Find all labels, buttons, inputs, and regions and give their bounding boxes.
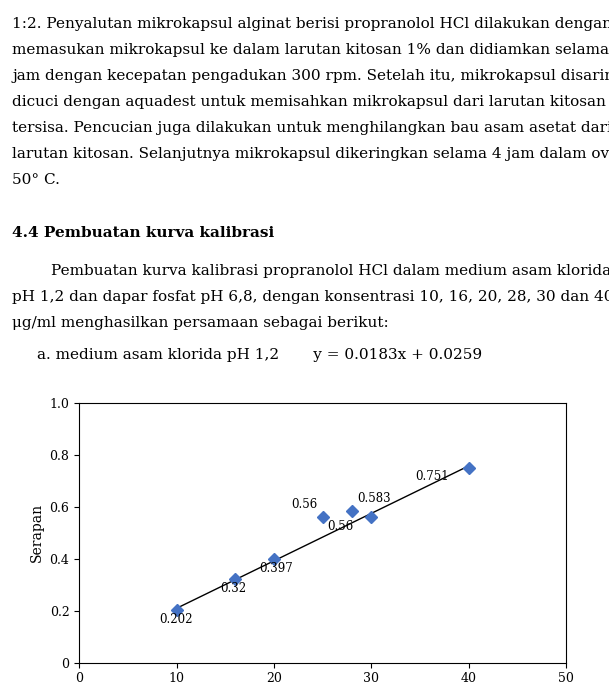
Text: memasukan mikrokapsul ke dalam larutan kitosan 1% dan didiamkan selama 2: memasukan mikrokapsul ke dalam larutan k… bbox=[12, 43, 609, 57]
Text: dicuci dengan aquadest untuk memisahkan mikrokapsul dari larutan kitosan yang: dicuci dengan aquadest untuk memisahkan … bbox=[12, 95, 609, 109]
Text: 0.202: 0.202 bbox=[159, 613, 192, 626]
Text: tersisa. Pencucian juga dilakukan untuk menghilangkan bau asam asetat dari: tersisa. Pencucian juga dilakukan untuk … bbox=[12, 121, 609, 135]
Text: pH 1,2 dan dapar fosfat pH 6,8, dengan konsentrasi 10, 16, 20, 28, 30 dan 40: pH 1,2 dan dapar fosfat pH 6,8, dengan k… bbox=[12, 290, 609, 303]
Text: jam dengan kecepatan pengadukan 300 rpm. Setelah itu, mikrokapsul disaring dan: jam dengan kecepatan pengadukan 300 rpm.… bbox=[12, 69, 609, 83]
Text: 50° C.: 50° C. bbox=[12, 173, 60, 186]
Text: 0.56: 0.56 bbox=[328, 520, 354, 533]
Text: 1:2. Penyalutan mikrokapsul alginat berisi propranolol HCl dilakukan dengan cara: 1:2. Penyalutan mikrokapsul alginat beri… bbox=[12, 17, 609, 31]
Text: 0.32: 0.32 bbox=[220, 582, 247, 595]
Text: 0.397: 0.397 bbox=[259, 562, 293, 575]
Y-axis label: Serapan: Serapan bbox=[30, 503, 44, 562]
Text: larutan kitosan. Selanjutnya mikrokapsul dikeringkan selama 4 jam dalam oven: larutan kitosan. Selanjutnya mikrokapsul… bbox=[12, 147, 609, 161]
Text: Pembuatan kurva kalibrasi propranolol HCl dalam medium asam klorida: Pembuatan kurva kalibrasi propranolol HC… bbox=[12, 264, 609, 277]
Text: 0.56: 0.56 bbox=[292, 498, 318, 511]
Text: a. medium asam klorida pH 1,2       y = 0.0183x + 0.0259: a. medium asam klorida pH 1,2 y = 0.0183… bbox=[37, 348, 482, 362]
Text: 0.751: 0.751 bbox=[415, 470, 449, 483]
Text: μg/ml menghasilkan persamaan sebagai berikut:: μg/ml menghasilkan persamaan sebagai ber… bbox=[12, 316, 389, 329]
Text: 0.583: 0.583 bbox=[357, 492, 390, 505]
Text: 4.4 Pembuatan kurva kalibrasi: 4.4 Pembuatan kurva kalibrasi bbox=[12, 226, 275, 240]
